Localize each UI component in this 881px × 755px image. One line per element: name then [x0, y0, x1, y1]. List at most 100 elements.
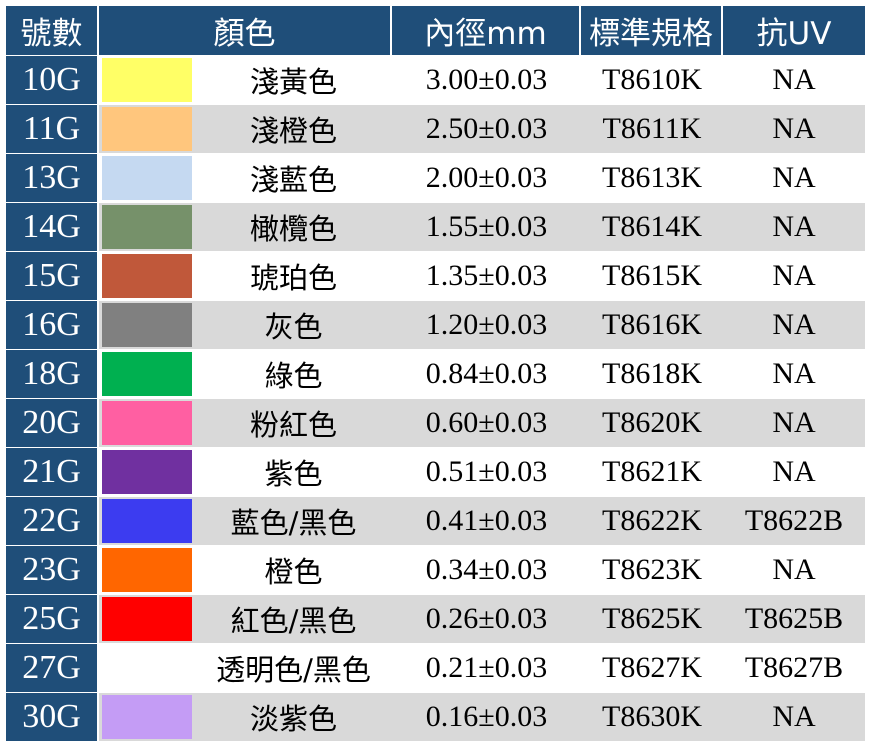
standard-spec: T8622K [581, 496, 723, 545]
inner-diameter: 0.51±0.03 [392, 447, 581, 496]
color-swatch [102, 352, 192, 396]
color-swatch [102, 107, 192, 151]
anti-uv-spec: T8622B [723, 496, 865, 545]
color-swatch-cell [99, 55, 195, 104]
header-number: 號數 [6, 6, 99, 55]
color-swatch-cell [99, 202, 195, 251]
gauge-number: 14G [6, 202, 99, 251]
color-name: 淺藍色 [195, 153, 392, 202]
color-swatch [102, 156, 192, 200]
table-row: 25G 紅色/黑色 0.26±0.03 T8625K T8625B [6, 594, 865, 643]
color-swatch-cell [99, 496, 195, 545]
color-name: 琥珀色 [195, 251, 392, 300]
color-swatch [102, 597, 192, 641]
table-row: 13G 淺藍色 2.00±0.03 T8613K NA [6, 153, 865, 202]
standard-spec: T8621K [581, 447, 723, 496]
standard-spec: T8615K [581, 251, 723, 300]
header-row: 號數 顏色 內徑mm 標準規格 抗UV [6, 6, 865, 55]
standard-spec: T8613K [581, 153, 723, 202]
standard-spec: T8630K [581, 692, 723, 741]
table-row: 30G 淡紫色 0.16±0.03 T8630K NA [6, 692, 865, 741]
color-swatch [102, 401, 192, 445]
color-swatch [102, 646, 192, 690]
color-name: 淺黃色 [195, 55, 392, 104]
header-anti-uv: 抗UV [723, 6, 865, 55]
inner-diameter: 0.60±0.03 [392, 398, 581, 447]
color-name: 綠色 [195, 349, 392, 398]
gauge-number: 10G [6, 55, 99, 104]
color-swatch-cell [99, 545, 195, 594]
inner-diameter: 0.21±0.03 [392, 643, 581, 692]
color-swatch [102, 303, 192, 347]
color-swatch [102, 58, 192, 102]
anti-uv-spec: NA [723, 202, 865, 251]
anti-uv-spec: NA [723, 153, 865, 202]
color-swatch [102, 205, 192, 249]
gauge-number: 27G [6, 643, 99, 692]
color-name: 橄欖色 [195, 202, 392, 251]
table-row: 18G 綠色 0.84±0.03 T8618K NA [6, 349, 865, 398]
inner-diameter: 0.41±0.03 [392, 496, 581, 545]
anti-uv-spec: NA [723, 300, 865, 349]
anti-uv-spec: T8627B [723, 643, 865, 692]
table-row: 21G 紫色 0.51±0.03 T8621K NA [6, 447, 865, 496]
inner-diameter: 0.84±0.03 [392, 349, 581, 398]
color-swatch [102, 548, 192, 592]
color-swatch-cell [99, 692, 195, 741]
table-row: 27G 透明色/黑色 0.21±0.03 T8627K T8627B [6, 643, 865, 692]
standard-spec: T8625K [581, 594, 723, 643]
color-swatch-cell [99, 251, 195, 300]
spec-table: 號數 顏色 內徑mm 標準規格 抗UV 10G 淺黃色 3.00±0.03 T8610… [6, 6, 865, 741]
color-swatch [102, 450, 192, 494]
anti-uv-spec: NA [723, 349, 865, 398]
anti-uv-spec: NA [723, 692, 865, 741]
inner-diameter: 0.16±0.03 [392, 692, 581, 741]
table-row: 15G 琥珀色 1.35±0.03 T8615K NA [6, 251, 865, 300]
anti-uv-spec: NA [723, 104, 865, 153]
gauge-number: 13G [6, 153, 99, 202]
color-swatch-cell [99, 349, 195, 398]
table-row: 22G 藍色/黑色 0.41±0.03 T8622K T8622B [6, 496, 865, 545]
color-swatch-cell [99, 300, 195, 349]
header-inner-diameter: 內徑mm [392, 6, 581, 55]
anti-uv-spec: NA [723, 251, 865, 300]
color-name: 紫色 [195, 447, 392, 496]
anti-uv-spec: NA [723, 55, 865, 104]
color-swatch [102, 499, 192, 543]
inner-diameter: 0.26±0.03 [392, 594, 581, 643]
gauge-number: 15G [6, 251, 99, 300]
standard-spec: T8627K [581, 643, 723, 692]
inner-diameter: 0.34±0.03 [392, 545, 581, 594]
gauge-number: 16G [6, 300, 99, 349]
anti-uv-spec: NA [723, 545, 865, 594]
anti-uv-spec: NA [723, 447, 865, 496]
color-swatch-cell [99, 153, 195, 202]
color-swatch-cell [99, 104, 195, 153]
standard-spec: T8616K [581, 300, 723, 349]
color-swatch-cell [99, 594, 195, 643]
table-row: 11G 淺橙色 2.50±0.03 T8611K NA [6, 104, 865, 153]
gauge-number: 11G [6, 104, 99, 153]
table-row: 16G 灰色 1.20±0.03 T8616K NA [6, 300, 865, 349]
gauge-number: 30G [6, 692, 99, 741]
gauge-number: 21G [6, 447, 99, 496]
standard-spec: T8623K [581, 545, 723, 594]
anti-uv-spec: T8625B [723, 594, 865, 643]
color-name: 灰色 [195, 300, 392, 349]
color-swatch-cell [99, 398, 195, 447]
header-standard-spec: 標準規格 [581, 6, 723, 55]
gauge-number: 18G [6, 349, 99, 398]
standard-spec: T8620K [581, 398, 723, 447]
color-name: 粉紅色 [195, 398, 392, 447]
color-name: 淡紫色 [195, 692, 392, 741]
gauge-number: 25G [6, 594, 99, 643]
color-name: 紅色/黑色 [195, 594, 392, 643]
inner-diameter: 2.50±0.03 [392, 104, 581, 153]
inner-diameter: 3.00±0.03 [392, 55, 581, 104]
gauge-number: 23G [6, 545, 99, 594]
table-row: 20G 粉紅色 0.60±0.03 T8620K NA [6, 398, 865, 447]
standard-spec: T8610K [581, 55, 723, 104]
inner-diameter: 1.35±0.03 [392, 251, 581, 300]
standard-spec: T8618K [581, 349, 723, 398]
gauge-number: 20G [6, 398, 99, 447]
